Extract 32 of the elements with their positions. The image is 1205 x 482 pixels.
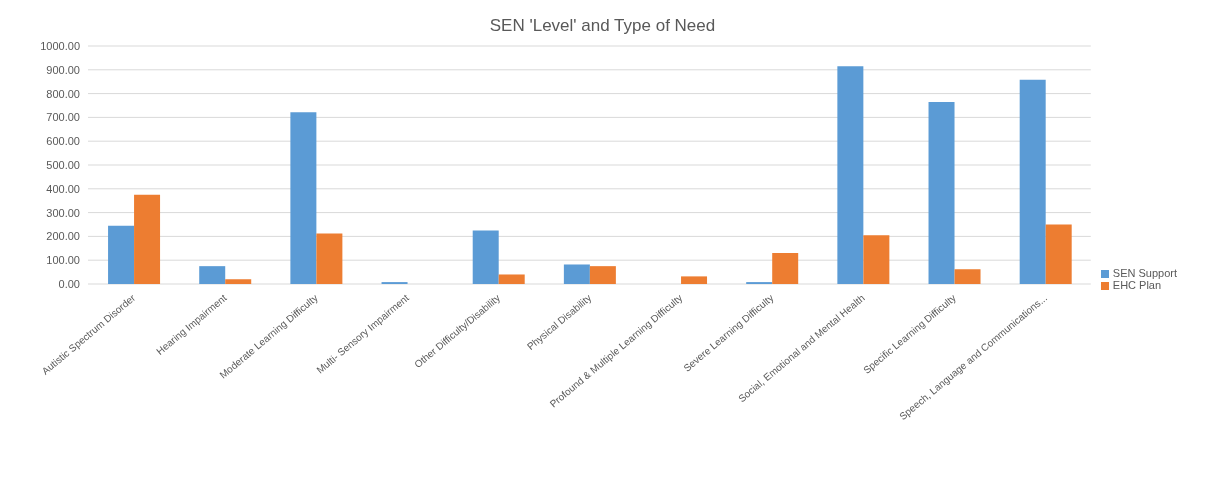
bar: [563, 264, 590, 284]
bar: [290, 112, 317, 284]
bar: [108, 225, 135, 284]
y-tick-label: 100.00: [46, 254, 80, 267]
y-tick-label: 500.00: [46, 158, 80, 171]
y-tick-label: 300.00: [46, 206, 80, 219]
bar: [772, 253, 799, 284]
bar: [1045, 224, 1072, 284]
legend-label: SEN Support: [1112, 267, 1177, 279]
bar: [837, 66, 864, 284]
y-tick-label: 0.00: [58, 277, 80, 290]
y-tick-label: 400.00: [46, 182, 80, 195]
bar: [954, 269, 981, 284]
y-tick-label: 800.00: [46, 87, 80, 100]
chart-title: SEN 'Level' and Type of Need: [489, 16, 716, 35]
y-tick-label: 900.00: [46, 63, 80, 76]
bar: [681, 276, 708, 284]
bar: [1019, 79, 1046, 284]
bar: [928, 101, 955, 284]
y-tick-label: 1000.00: [40, 39, 80, 52]
legend-label: EHC Plan: [1112, 279, 1162, 291]
bar: [498, 274, 525, 284]
bar: [134, 194, 161, 284]
bar: [863, 235, 890, 284]
bar: [472, 230, 499, 284]
y-tick-label: 700.00: [46, 111, 80, 124]
bar: [589, 266, 616, 284]
bar: [225, 279, 252, 284]
bar: [316, 233, 343, 284]
bar: [199, 266, 226, 284]
y-tick-label: 200.00: [46, 230, 80, 243]
y-tick-label: 600.00: [46, 135, 80, 148]
